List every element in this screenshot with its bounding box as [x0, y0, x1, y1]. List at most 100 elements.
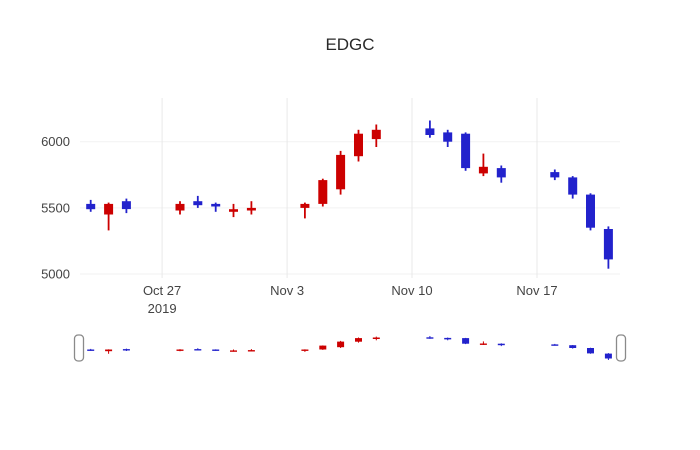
rangeslider-candle-body: [569, 345, 577, 348]
candle: [443, 129, 453, 147]
candle: [603, 226, 613, 269]
candle: [300, 202, 310, 219]
candle-body: [336, 154, 346, 190]
rangeslider-candle: [122, 348, 130, 351]
rangeslider-candle: [604, 353, 612, 360]
x-tick-label: Oct 27: [143, 283, 181, 298]
candle: [193, 195, 203, 208]
candle: [246, 201, 256, 215]
candle-body: [371, 129, 381, 140]
candle: [425, 120, 435, 138]
candle-body: [443, 132, 453, 142]
rangeslider-candle: [247, 349, 255, 352]
candle-body: [211, 203, 221, 207]
gridlines: [80, 98, 620, 278]
rangeslider-candle-body: [497, 343, 505, 346]
candle-body: [246, 207, 256, 211]
rangeslider-candle: [337, 340, 345, 348]
rangeslider-candle-body: [462, 338, 470, 344]
x-tick-year-label: 2019: [148, 301, 177, 316]
rangeslider-candle: [319, 345, 327, 350]
candle-body: [104, 203, 114, 215]
candle: [354, 129, 363, 162]
y-tick-label: 5500: [41, 200, 70, 215]
chart-title: EDGC: [325, 35, 374, 54]
candles: [86, 120, 613, 269]
candle: [318, 178, 328, 207]
rangeslider-candle: [355, 337, 362, 343]
x-tick-label: Nov 10: [391, 283, 432, 298]
candle-body: [354, 133, 363, 157]
rangeslider-candle-body: [355, 338, 362, 342]
candle: [211, 202, 221, 212]
rangeslider-candle-body: [337, 341, 345, 348]
y-tick-label: 5000: [41, 267, 70, 282]
rangeslider-candle-body: [176, 349, 184, 351]
rangeslider-candle: [497, 343, 505, 347]
rangeslider-candle: [176, 349, 184, 352]
rangeslider-candle: [372, 336, 380, 341]
rangeslider-candle-body: [372, 337, 380, 339]
candle-body: [229, 209, 238, 212]
rangeslider-candle: [551, 343, 559, 346]
rangeslider-candle-body: [587, 348, 594, 354]
candle: [336, 150, 346, 195]
rangeslider-candle-body: [319, 345, 327, 350]
candle-body: [300, 203, 310, 208]
rangeslider-candle: [462, 337, 470, 345]
axis-labels: 5000 5500 6000 Oct 27 2019 Nov 3 Nov 10 Nov 17: [41, 134, 558, 316]
rangeslider-candle: [426, 336, 434, 339]
rangeslider-candle: [230, 349, 237, 352]
candle: [568, 176, 578, 199]
candle-body: [86, 203, 96, 210]
rangeslider-candle: [479, 341, 487, 345]
rangeslider-candle: [87, 348, 95, 351]
rangeslider-candle-body: [122, 349, 130, 351]
candle-body: [568, 177, 578, 195]
rangeslider-candle-body: [551, 344, 559, 346]
rangeslider-candle-body: [444, 337, 452, 340]
rangeslider-handle-right[interactable]: [615, 334, 627, 362]
candle-body: [193, 201, 203, 206]
candle: [586, 193, 595, 231]
candle-body: [478, 166, 488, 174]
x-tick-label: Nov 17: [516, 283, 557, 298]
candle: [550, 169, 560, 181]
rangeslider-candle-body: [301, 349, 309, 351]
rangeslider-candle-body: [230, 350, 237, 352]
rangeslider-handle-left[interactable]: [73, 334, 85, 362]
plot-area[interactable]: [80, 98, 620, 278]
rangeslider-candle: [212, 349, 220, 351]
candle-body: [461, 133, 471, 169]
rangeslider-candle: [105, 349, 113, 354]
rangeslider-candle: [587, 347, 594, 354]
x-tick-label: Nov 3: [270, 283, 304, 298]
candle: [478, 153, 488, 177]
candle: [104, 202, 114, 231]
rangeslider-candle-body: [194, 349, 202, 351]
rangeslider-track[interactable]: [80, 331, 620, 365]
rangeslider-candle-body: [604, 353, 612, 359]
rangeslider-candle-body: [212, 349, 220, 351]
candle: [175, 201, 185, 215]
candle: [86, 199, 96, 212]
candle-body: [318, 180, 328, 204]
candle-body: [603, 229, 613, 260]
rangeslider-candle-body: [87, 349, 95, 351]
candle-body: [425, 128, 435, 135]
candle-body: [550, 172, 560, 178]
rangeslider-candle: [444, 337, 452, 341]
rangeslider-candle-body: [426, 337, 434, 339]
y-tick-label: 6000: [41, 134, 70, 149]
candle-body: [586, 194, 595, 228]
candle: [371, 124, 381, 147]
rangeslider-candle-body: [479, 343, 487, 345]
rangeslider-candle-body: [105, 349, 113, 352]
candle: [121, 198, 131, 214]
rangeslider-candle: [194, 348, 202, 351]
candle: [461, 132, 471, 171]
candle-body: [175, 203, 185, 211]
rangeslider-candle-body: [247, 350, 255, 352]
